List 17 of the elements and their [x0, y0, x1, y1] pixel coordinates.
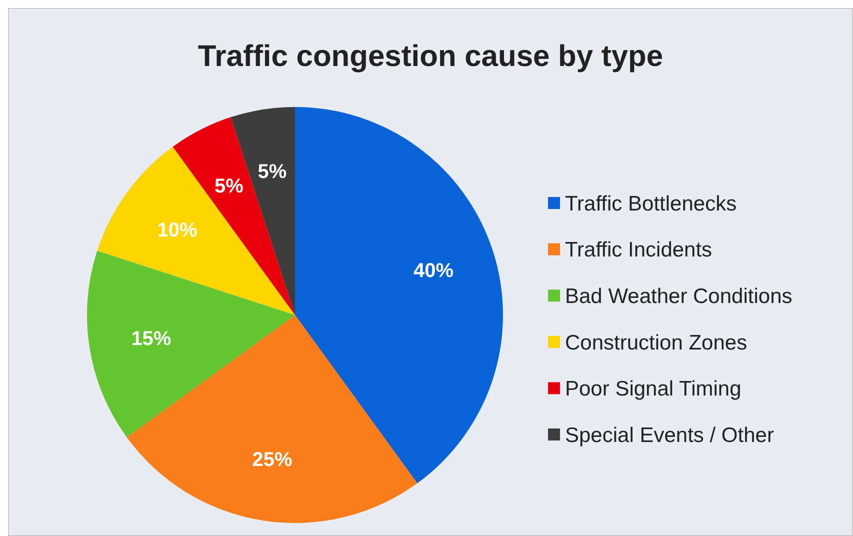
legend-label: Traffic Bottlenecks	[565, 192, 737, 216]
pie-slice	[87, 250, 295, 438]
legend-label: Construction Zones	[565, 331, 748, 354]
legend-label: Traffic Incidents	[565, 238, 712, 262]
legend-label: Bad Weather Conditions	[565, 284, 792, 308]
data-label: 15%	[131, 328, 172, 350]
data-label: 25%	[252, 448, 292, 471]
pie-slice	[97, 146, 295, 315]
chart-title: Traffic congestion cause by type	[198, 40, 664, 73]
data-label: 5%	[258, 161, 287, 184]
legend-label: Poor Signal Timing	[565, 378, 742, 401]
data-label: 40%	[413, 260, 454, 282]
pie-slice	[126, 315, 418, 523]
data-label: 5%	[214, 175, 244, 198]
data-label: 10%	[157, 219, 198, 242]
pie-slice	[295, 107, 503, 484]
legend-label: Special Events / Other	[565, 424, 774, 447]
